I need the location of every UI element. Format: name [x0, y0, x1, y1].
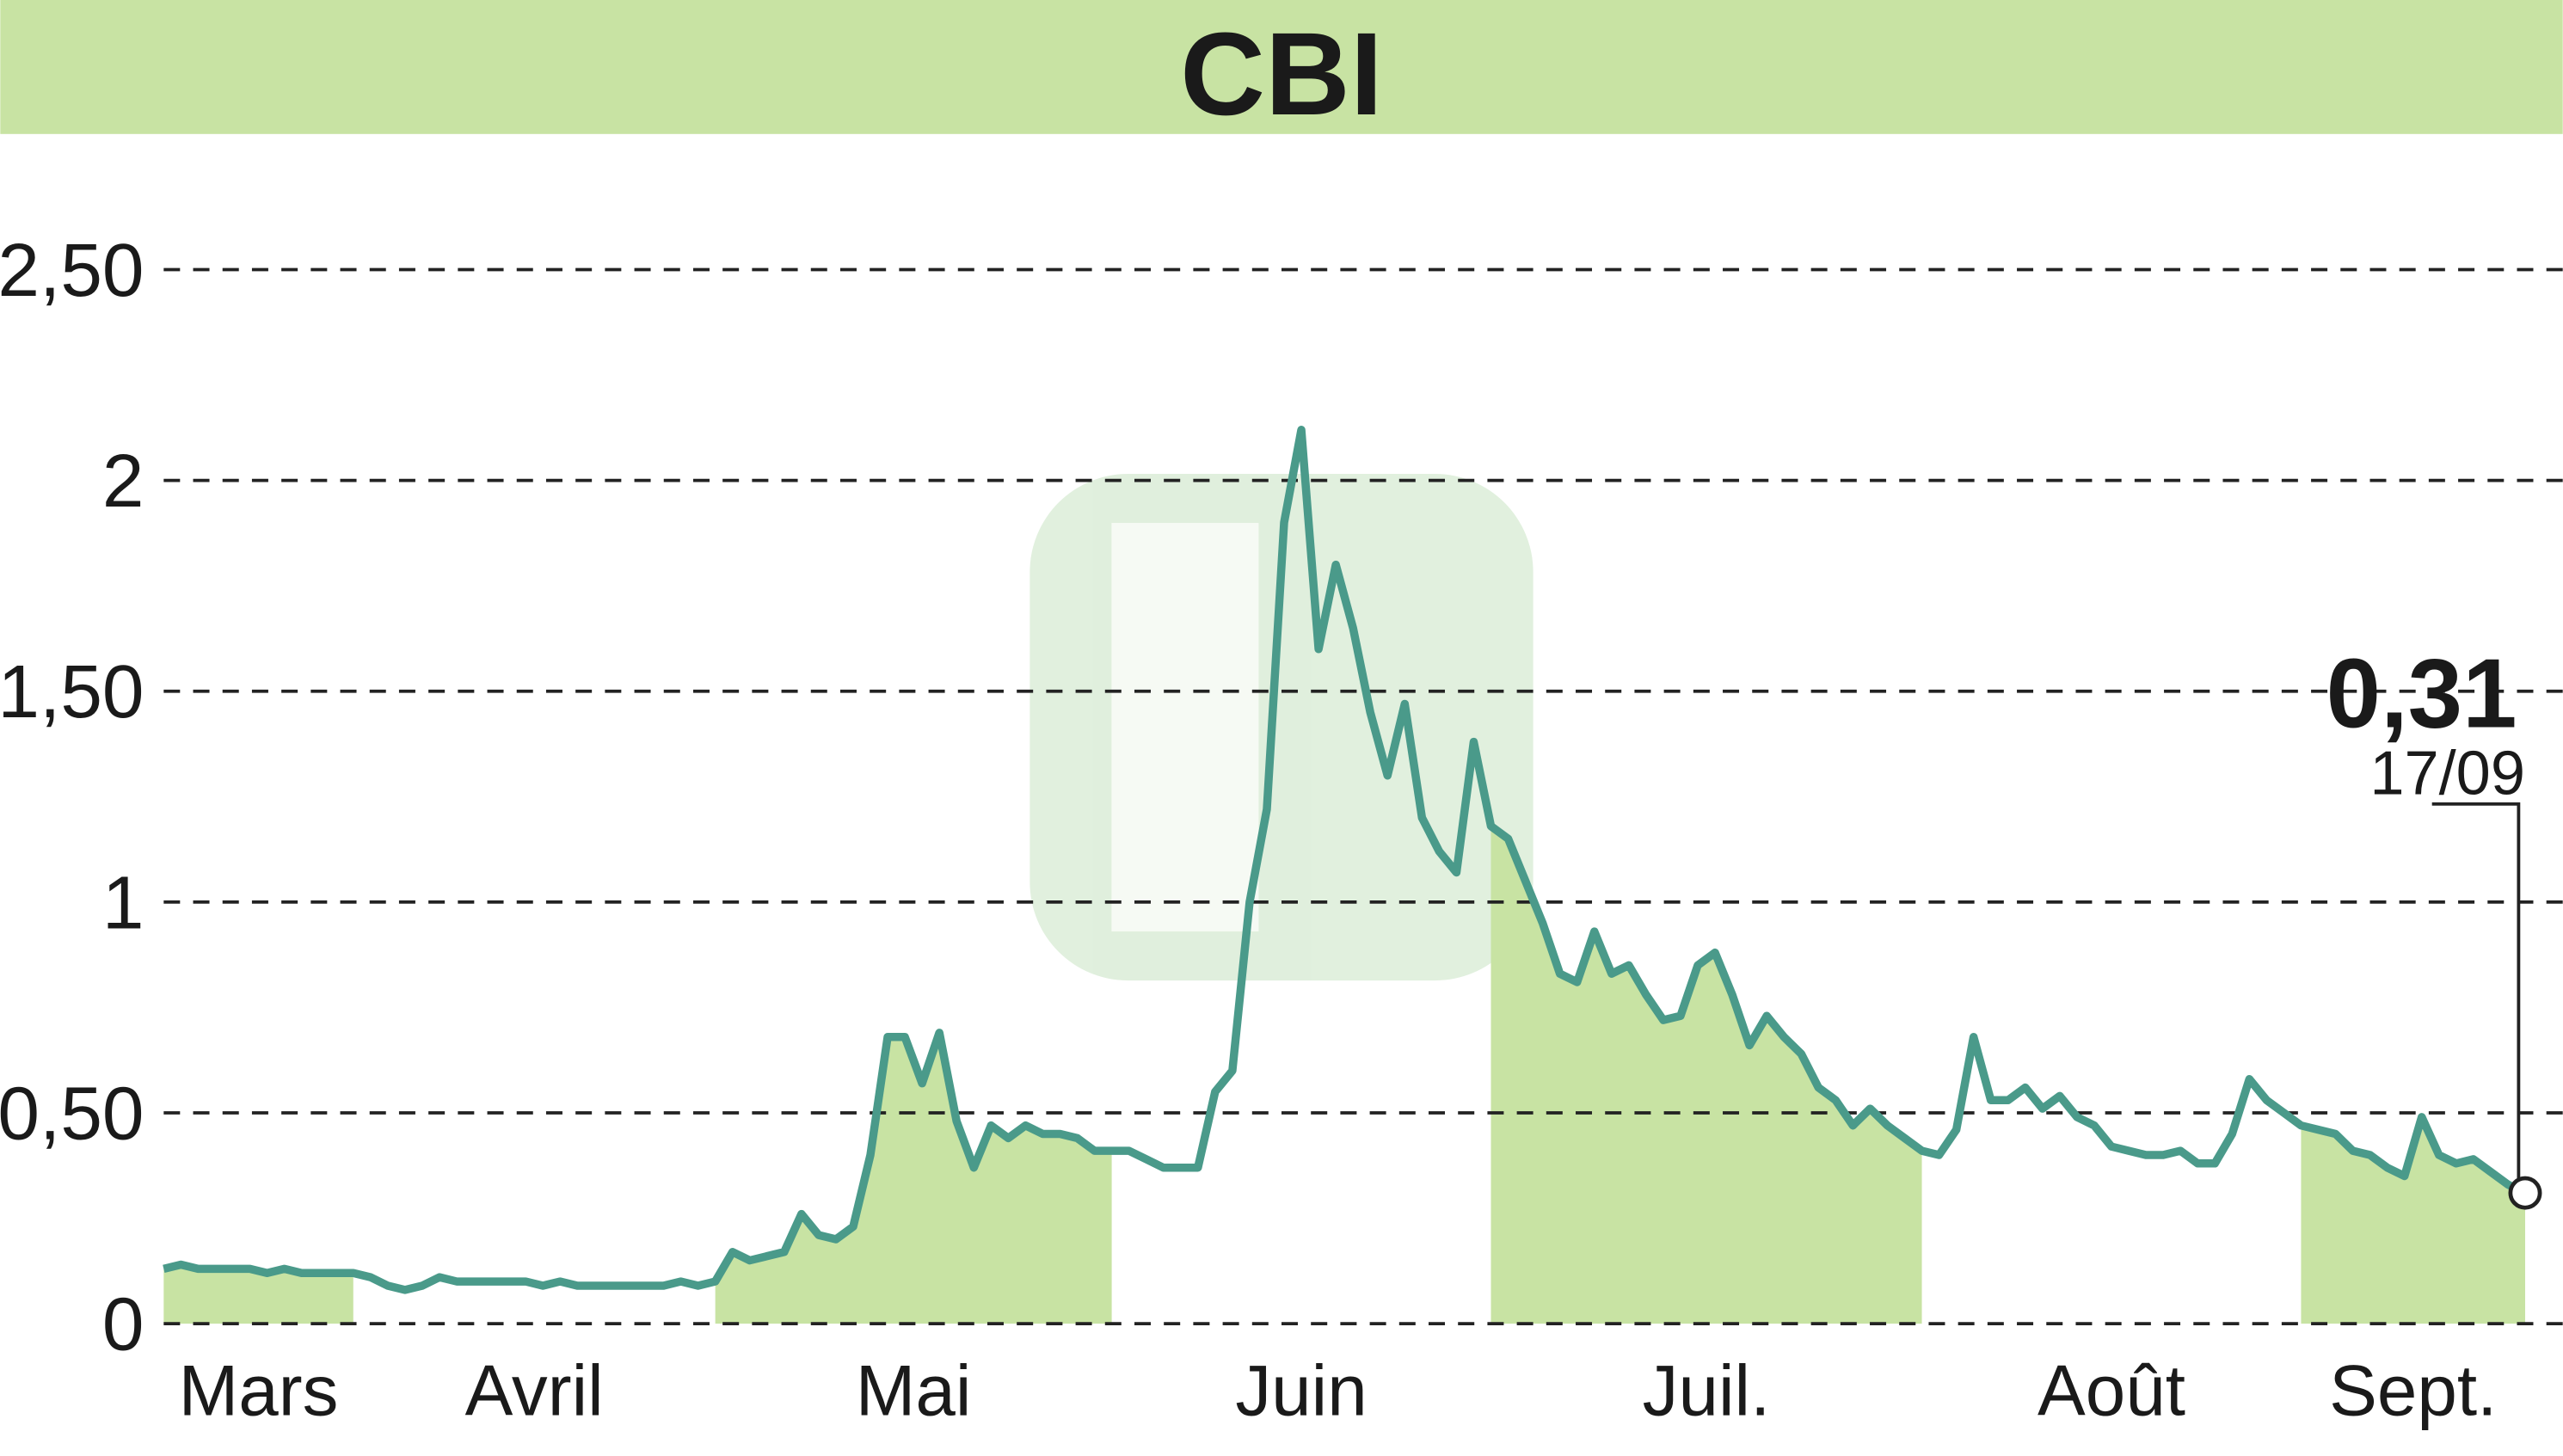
- y-tick-label: 2,50: [0, 228, 144, 312]
- y-tick-label: 2: [102, 439, 144, 523]
- month-area: [2301, 1116, 2525, 1324]
- leader-line: [2431, 802, 2521, 1194]
- y-tick-label: 1: [102, 860, 144, 944]
- last-point: [2508, 1176, 2542, 1210]
- x-tick-label: Août: [2037, 1349, 2185, 1430]
- month-area: [163, 1264, 353, 1324]
- x-tick-label: Sept.: [2329, 1349, 2497, 1430]
- last-date-label: 17/09: [2369, 739, 2525, 808]
- x-tick-label: Mai: [856, 1349, 972, 1430]
- price-line: [163, 426, 2528, 1294]
- month-area: [715, 1032, 1112, 1324]
- x-tick-label: Juil.: [1643, 1349, 1771, 1430]
- chart-title: CBI: [1180, 8, 1383, 139]
- x-tick-label: Avril: [465, 1349, 604, 1430]
- y-tick-label: 0,50: [0, 1071, 144, 1155]
- watermark: [1030, 474, 1533, 981]
- title-banner: [0, 0, 2563, 134]
- x-tick-label: Juin: [1235, 1349, 1367, 1430]
- x-tick-label: Mars: [179, 1349, 339, 1430]
- last-value-label: 0,31: [2326, 640, 2517, 749]
- y-tick-label: 0: [102, 1281, 144, 1366]
- y-tick-label: 1,50: [0, 649, 144, 734]
